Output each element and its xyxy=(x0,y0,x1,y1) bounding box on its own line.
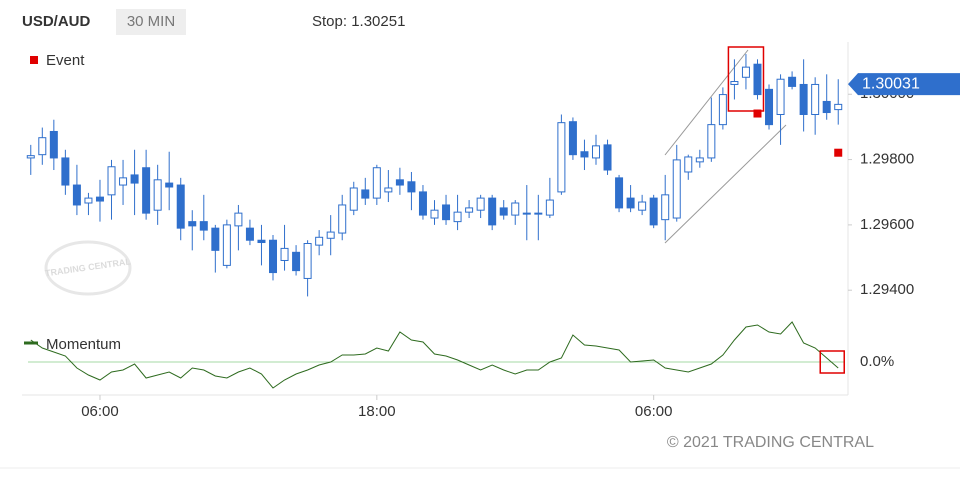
candle-body xyxy=(107,166,116,196)
last-price-box xyxy=(848,73,960,96)
copyright: © 2021 TRADING CENTRAL xyxy=(667,434,874,451)
highlight-box xyxy=(819,350,845,374)
stop-label: Stop: 1.30251 xyxy=(312,13,405,30)
candle-body xyxy=(188,221,197,227)
candle-body xyxy=(788,76,797,87)
y-tick-label: 1.29600 xyxy=(860,216,914,233)
candle-body xyxy=(407,181,416,193)
candle-body xyxy=(315,236,324,246)
momentum-legend: Momentum xyxy=(46,336,121,353)
last-price-label: 1.30031 xyxy=(862,75,920,92)
x-tick-label: 18:00 xyxy=(358,403,396,420)
candle-body xyxy=(26,155,35,159)
candle-body xyxy=(211,227,220,251)
channel-lower xyxy=(664,124,787,244)
candle-body xyxy=(741,66,750,78)
watermark-ring xyxy=(44,240,132,296)
candle-body xyxy=(234,212,243,227)
candle-body xyxy=(834,103,843,111)
candle-body xyxy=(61,157,70,186)
candle-body xyxy=(465,207,474,213)
candle-body xyxy=(649,197,658,226)
candle-body xyxy=(707,124,716,159)
candle-body xyxy=(222,224,231,266)
candle-body xyxy=(280,247,289,261)
event-legend-icon xyxy=(30,56,38,64)
candle-body xyxy=(176,184,185,229)
candle-body xyxy=(119,177,128,186)
candle-body xyxy=(534,212,543,215)
candle-body xyxy=(372,167,381,199)
candle-body xyxy=(684,156,693,173)
interval: 30 MIN xyxy=(127,13,175,30)
candle-body xyxy=(130,174,139,184)
candle-body xyxy=(672,159,681,219)
momentum-line xyxy=(30,321,839,389)
candle-body xyxy=(361,189,370,199)
candle-body xyxy=(453,211,462,223)
candle-body xyxy=(638,201,647,211)
highlight-box xyxy=(727,46,765,112)
candle-body xyxy=(349,187,358,211)
candle-body xyxy=(488,197,497,226)
candle-body xyxy=(799,83,808,116)
candle-body xyxy=(511,202,520,216)
candle-body xyxy=(661,194,670,221)
candle-body xyxy=(95,196,104,202)
candle-body xyxy=(753,63,762,96)
candle-body xyxy=(811,83,820,116)
stop-value: 1.30251 xyxy=(351,13,405,30)
candle-body xyxy=(442,204,451,221)
y-tick-label: 0.0% xyxy=(860,353,894,370)
candle-body xyxy=(49,130,58,159)
candle-body xyxy=(730,81,739,85)
stop-text: Stop: xyxy=(312,13,347,30)
candle-body xyxy=(395,179,404,186)
candle-body xyxy=(384,187,393,193)
candle-body xyxy=(199,221,208,231)
candle-body xyxy=(38,137,47,156)
candle-body xyxy=(269,239,278,274)
candle-body xyxy=(418,191,427,216)
candle-body xyxy=(557,122,566,193)
interval-box xyxy=(116,9,186,35)
candle-body xyxy=(430,209,439,219)
candle-body xyxy=(476,197,485,211)
candle-body xyxy=(522,212,531,215)
candle-body xyxy=(338,204,347,234)
candle-body xyxy=(545,199,554,216)
candle-body xyxy=(822,100,831,114)
candle-body xyxy=(776,78,785,116)
candle-body xyxy=(626,197,635,209)
candle-body xyxy=(580,151,589,158)
candle-body xyxy=(326,231,335,239)
candle-body xyxy=(84,197,93,204)
event-legend: Event xyxy=(46,52,85,69)
candle-body xyxy=(153,179,162,211)
candle-body xyxy=(568,121,577,156)
symbol: USD/AUD xyxy=(22,13,91,30)
candle-body xyxy=(303,243,312,279)
candle-body xyxy=(292,251,301,272)
candle-body xyxy=(765,88,774,126)
candle-body xyxy=(72,184,81,206)
y-tick-label: 1.29800 xyxy=(860,151,914,168)
candle-body xyxy=(165,182,174,188)
candle-body xyxy=(695,157,704,163)
candle-body xyxy=(142,167,151,214)
x-tick-label: 06:00 xyxy=(635,403,673,420)
candle-body xyxy=(603,144,612,171)
event-marker xyxy=(834,148,843,157)
candle-body xyxy=(591,145,600,159)
candle-body xyxy=(615,177,624,209)
candle-body xyxy=(499,207,508,216)
candle-body xyxy=(718,94,727,126)
y-tick-label: 1.29400 xyxy=(860,281,914,298)
x-tick-label: 06:00 xyxy=(81,403,119,420)
event-marker xyxy=(753,109,762,118)
candle-body xyxy=(245,227,254,241)
candle-body xyxy=(257,239,266,244)
